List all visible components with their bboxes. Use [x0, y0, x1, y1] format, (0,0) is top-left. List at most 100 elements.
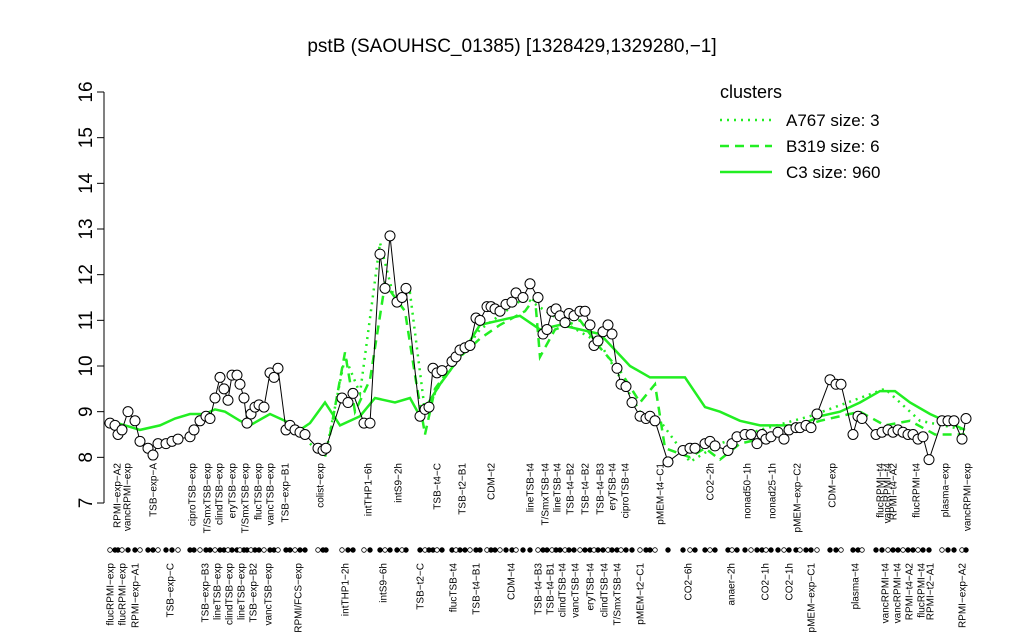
- rug-dot: [665, 547, 671, 553]
- x-tick-label: eryTSB−t4: [608, 463, 619, 511]
- x-tick-label: TSB−t2−B1: [458, 463, 469, 515]
- x-tick-label: clindTSB−t4: [600, 563, 611, 618]
- data-point: [347, 387, 359, 399]
- x-tick-label: CDM−t4: [507, 563, 518, 600]
- rug-dot: [680, 547, 686, 553]
- rug-dot: [497, 547, 503, 553]
- rug-dot: [163, 547, 169, 553]
- x-tick-label: plasma−t4: [851, 563, 862, 610]
- rug-dot: [687, 547, 693, 553]
- rug-dot: [629, 547, 635, 553]
- rug-dot: [229, 547, 235, 553]
- data-point: [541, 323, 553, 335]
- rug-dot: [647, 547, 653, 553]
- x-tick-label: vancRPMI−exp: [963, 463, 974, 532]
- x-tick-label: RPMI−exp−A1: [131, 563, 142, 628]
- y-tick-label: 8: [76, 452, 97, 463]
- rug-dot: [256, 547, 262, 553]
- rug-dot: [462, 547, 468, 553]
- x-tick-label: TSB−t4−B1: [472, 563, 483, 615]
- data-point: [234, 378, 246, 390]
- x-tick-label: lineTSB−exp: [237, 563, 248, 620]
- x-tick-label: RPMI/FCS−exp: [294, 563, 305, 633]
- rug-dot: [803, 547, 809, 553]
- rug-dot: [712, 547, 718, 553]
- rug-dot: [652, 547, 658, 553]
- rug-dot: [513, 547, 519, 553]
- rug-dot: [910, 547, 916, 553]
- x-tick-label: flucRPMI−t4: [876, 463, 887, 518]
- rug-dot: [197, 547, 203, 553]
- x-tick-label: clindTSB−t4: [558, 563, 569, 618]
- data-point: [923, 454, 935, 466]
- rug-dot: [920, 547, 926, 553]
- x-tick-label: TSB−t4−B1: [546, 563, 557, 615]
- data-point: [134, 435, 146, 447]
- rug-dot: [859, 547, 865, 553]
- rug-dot: [827, 547, 833, 553]
- rug-dot: [339, 547, 345, 553]
- rug-dot: [707, 547, 713, 553]
- x-tick-label: ciproTSB−exp: [188, 463, 199, 527]
- data-point: [620, 381, 632, 393]
- rug-dot: [323, 547, 329, 553]
- x-tick-label: CDM−t2: [487, 463, 498, 500]
- y-tick-label: 16: [76, 81, 97, 102]
- rug-dot: [900, 547, 906, 553]
- x-tick-label: ciproTSB−t4: [621, 463, 632, 519]
- x-tick-label: vancRPMI−t4: [883, 463, 894, 524]
- data-point: [218, 383, 230, 395]
- data-point: [709, 440, 721, 452]
- x-tick-label: colist−exp: [316, 463, 327, 508]
- data-point: [524, 278, 536, 290]
- legend-title: clusters: [720, 82, 782, 102]
- rug-dot: [132, 547, 138, 553]
- x-tick-label: flucRPMI−exp: [106, 563, 117, 626]
- data-point: [948, 415, 960, 427]
- x-tick-label: flucTSB−t4: [449, 563, 460, 613]
- data-point: [689, 442, 701, 454]
- rug-dot: [595, 547, 601, 553]
- rug-dot: [557, 547, 563, 553]
- x-tick-label: RPMI−exp−A2: [113, 463, 124, 528]
- x-tick-label: T/SmxTSB−exp: [203, 463, 214, 534]
- data-point: [835, 378, 847, 390]
- x-tick-label: lineTSB−t4: [526, 463, 537, 513]
- data-point: [204, 413, 216, 425]
- x-tick-label: lineTSB−t4: [553, 463, 564, 513]
- data-point: [778, 433, 790, 445]
- data-point: [602, 319, 614, 331]
- rug-dot: [175, 547, 181, 553]
- data-point: [751, 438, 763, 450]
- x-tick-label: TSB−t4−B2: [566, 463, 577, 515]
- rug-dot: [125, 547, 131, 553]
- data-point: [626, 397, 638, 409]
- rug-dot: [527, 547, 533, 553]
- rug-dot: [895, 547, 901, 553]
- rug-dot: [361, 547, 367, 553]
- y-tick-label: 14: [76, 172, 97, 194]
- x-tick-label: pMEM−t4−C1: [656, 463, 667, 525]
- rug-dot: [477, 547, 483, 553]
- rug-dot: [212, 547, 218, 553]
- rug-dot: [191, 547, 197, 553]
- rug-dot: [729, 547, 735, 553]
- rug-dot: [768, 547, 774, 553]
- data-point: [805, 422, 817, 434]
- rug-dot: [457, 547, 463, 553]
- rug-dot: [302, 547, 308, 553]
- data-point: [611, 362, 623, 374]
- data-point: [129, 415, 141, 427]
- rug-dot: [137, 547, 143, 553]
- data-point: [649, 415, 661, 427]
- rug-dot: [520, 547, 526, 553]
- data-point: [506, 296, 518, 308]
- data-point: [956, 433, 968, 445]
- y-tick-label: 7: [76, 498, 97, 509]
- rug-dot: [838, 547, 844, 553]
- x-tick-label: TSB−t4−B3: [596, 463, 607, 515]
- x-tick-label: RPMI−t2−A1: [926, 563, 937, 621]
- x-tick-label: T/SmxTSB−t4: [541, 463, 552, 526]
- rug-dot: [763, 547, 769, 553]
- x-tick-label: clindTSB−exp: [215, 463, 226, 525]
